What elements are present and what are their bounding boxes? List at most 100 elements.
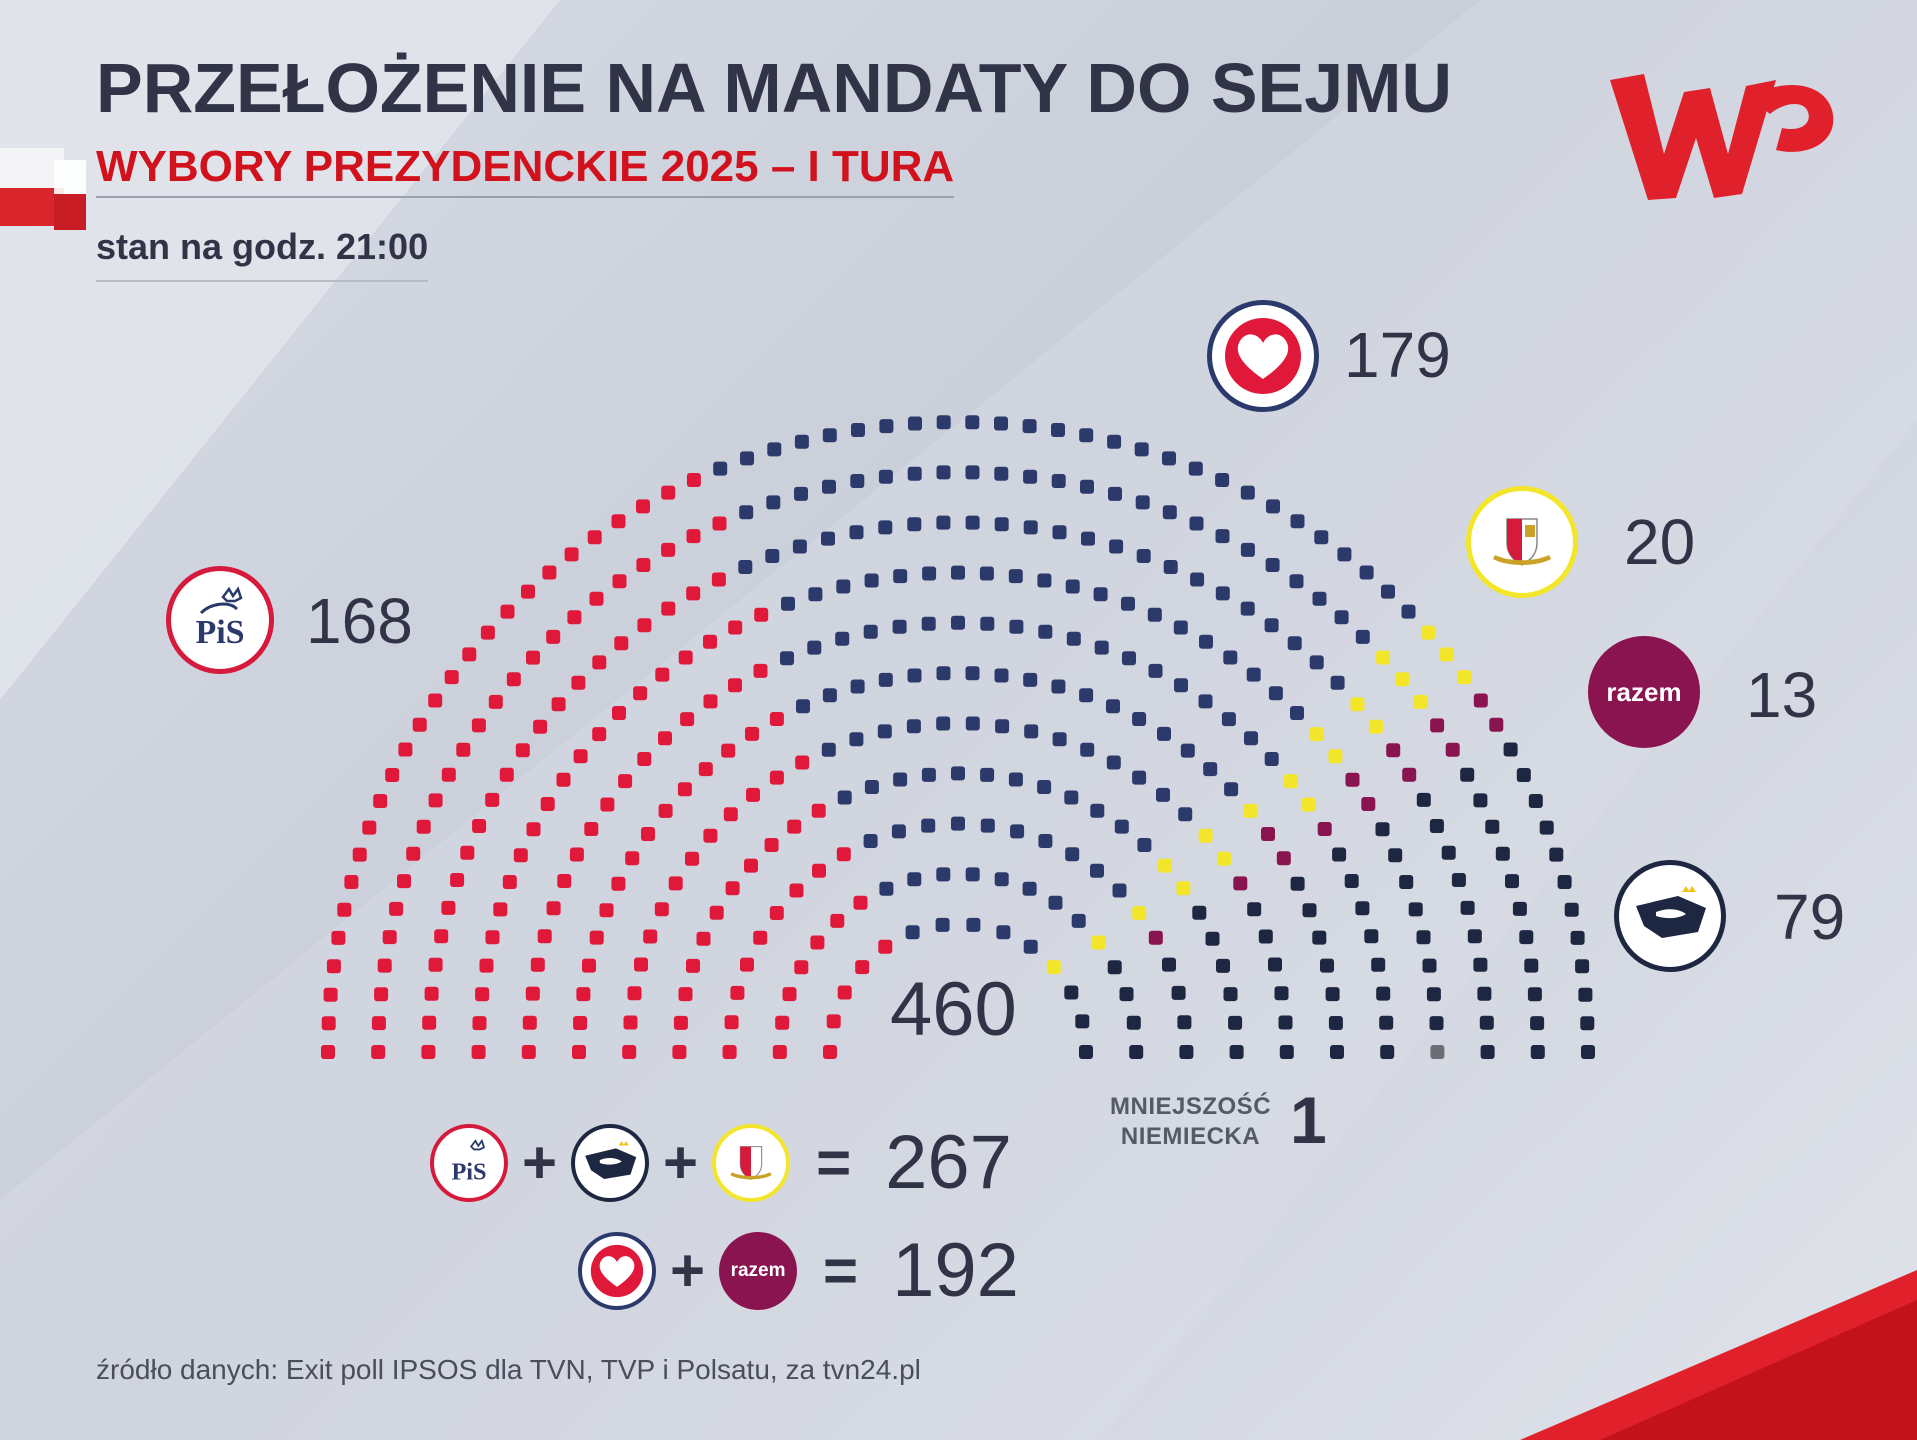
seat-ko: [849, 732, 864, 747]
page-subtitle: WYBORY PREZYDENCKIE 2025 – I TURA: [96, 142, 955, 198]
seat-pis: [485, 930, 500, 945]
seat-konfederacja: [1399, 875, 1414, 889]
seat-pis: [612, 706, 626, 720]
seat-pis: [661, 542, 676, 557]
seat-ko: [1079, 688, 1094, 703]
seat-ko: [1132, 770, 1147, 785]
seat-ko: [965, 515, 980, 530]
seat-mniejszosc: [1430, 1045, 1445, 1059]
seat-pis: [823, 1045, 837, 1059]
seat-pis: [515, 743, 530, 758]
seat-ko: [921, 818, 936, 833]
seat-trzecia_droga: [1132, 906, 1147, 920]
seat-pis: [569, 847, 584, 862]
seat-trzecia_droga: [1395, 672, 1410, 687]
seat-pis: [686, 473, 701, 487]
seat-pis: [526, 822, 541, 837]
seat-ko: [1051, 474, 1066, 488]
seat-konfederacja: [1344, 874, 1359, 888]
seat-konfederacja: [1380, 1045, 1395, 1059]
seat-pis: [830, 913, 845, 928]
seat-ko: [980, 616, 995, 631]
seat-konfederacja: [1371, 957, 1386, 972]
seat-ko: [921, 616, 936, 631]
seat-pis: [680, 712, 695, 727]
minority-label: MNIEJSZOŚĆ NIEMIECKA: [1110, 1092, 1271, 1152]
pis-logo: PiS: [166, 566, 274, 674]
seat-pis: [564, 547, 579, 562]
seat-trzecia_droga: [1046, 960, 1061, 975]
seat-ko: [807, 640, 822, 655]
seat-ko: [850, 474, 865, 488]
flag-stripe-red-accent: [54, 194, 86, 230]
seat-ko: [1052, 732, 1067, 747]
seat-pis: [655, 667, 670, 682]
seat-pis: [636, 558, 651, 572]
seat-ko: [891, 824, 906, 839]
seat-pis: [599, 903, 614, 918]
seat-pis: [397, 874, 411, 889]
seat-pis: [728, 620, 743, 635]
seat-pis: [587, 530, 602, 545]
seat-ko: [892, 619, 907, 634]
seat-ko: [965, 716, 980, 731]
seat-pis: [637, 618, 652, 633]
seat-pis: [584, 822, 599, 836]
seat-ko: [1178, 807, 1193, 822]
seat-ko: [1071, 913, 1086, 928]
wp-logo-icon: [1610, 74, 1834, 200]
seat-pis: [672, 1045, 687, 1059]
seat-konfederacja: [1557, 875, 1572, 889]
seat-konfederacja: [1539, 820, 1554, 835]
seat-ko: [1107, 434, 1122, 449]
seat-pis: [441, 767, 456, 782]
pis-logo-text: PiS: [195, 614, 244, 651]
seat-ko: [1106, 699, 1120, 714]
seat-pis: [853, 895, 868, 910]
seat-ko: [1008, 772, 1023, 787]
eagle-logo-icon: [585, 1141, 637, 1180]
seat-ko: [1023, 939, 1038, 954]
seat-konfederacja: [1278, 1015, 1293, 1030]
seat-konfederacja: [1247, 902, 1262, 917]
seat-ko: [822, 479, 836, 494]
seat-pis: [362, 820, 377, 835]
seat-ko: [1094, 640, 1109, 655]
seat-pis: [424, 986, 439, 1001]
seat-ko: [1240, 542, 1255, 557]
seat-pis: [636, 499, 650, 514]
seat-ko: [1401, 604, 1416, 619]
seat-pis: [810, 935, 825, 950]
seat-pis: [795, 755, 810, 770]
seat-ko: [965, 867, 980, 882]
seat-konfederacja: [1330, 1045, 1344, 1059]
seat-ko: [922, 566, 937, 581]
seat-ko: [1052, 525, 1067, 540]
seat-pis: [677, 782, 692, 797]
seat-pis: [764, 838, 779, 852]
heart-logo-icon: [590, 1244, 644, 1298]
seat-pis: [371, 1045, 386, 1059]
coalition-trzecia-droga-logo: [712, 1124, 791, 1202]
seat-ko: [907, 872, 922, 887]
seat-ko: [1203, 762, 1218, 777]
seat-konfederacja: [1228, 1015, 1243, 1030]
seat-razem: [1233, 876, 1248, 891]
seat-konfederacja: [1460, 767, 1475, 782]
seat-pis: [506, 672, 521, 687]
coalition-konfederacja-logo: [571, 1124, 650, 1202]
seat-pis: [637, 752, 652, 766]
seat-ko: [1290, 514, 1305, 529]
seat-trzecia_droga: [1198, 828, 1213, 843]
seat-pis: [522, 1015, 537, 1030]
seat-trzecia_droga: [1283, 774, 1298, 789]
trzecia-droga-logo: [1466, 486, 1578, 598]
seat-pis: [406, 846, 421, 861]
seat-ko: [905, 925, 920, 940]
seat-ko: [738, 560, 753, 574]
pis-logo-icon: PiS: [195, 586, 245, 651]
seat-ko: [995, 719, 1010, 734]
seat-konfederacja: [1177, 1015, 1192, 1030]
seat-pis: [721, 743, 736, 758]
